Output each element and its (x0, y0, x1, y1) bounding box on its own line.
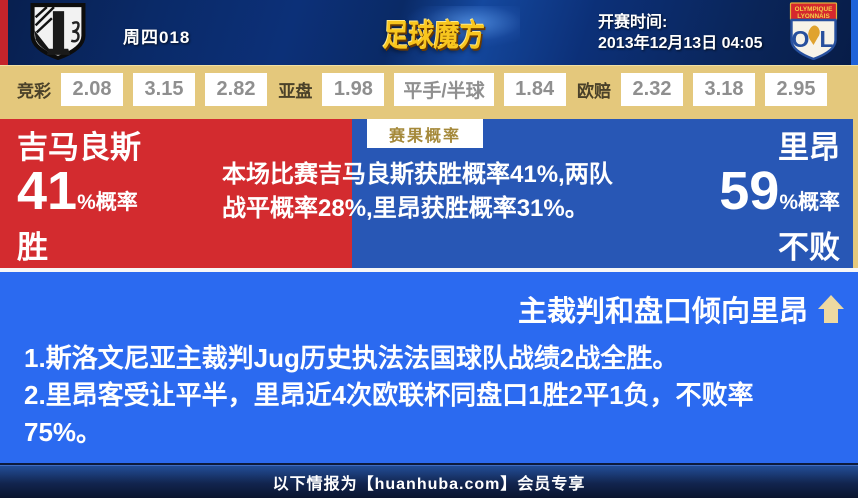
away-probability-block: 赛果概率 里昂 59%概率 不败 (352, 119, 853, 268)
away-crest-banner-line2: LYONNAIS (797, 13, 830, 20)
result-probability-badge: 赛果概率 (367, 119, 483, 148)
kickoff-label: 开赛时间: (598, 14, 668, 31)
analysis-points: 1.斯洛文尼亚主裁判Jug历史执法法国球队战绩2战全胜。 2.里昂客受让平半，里… (0, 330, 830, 451)
probability-summary: 本场比赛吉马良斯获胜概率41%,两队战平概率28%,里昂获胜概率31%。 (222, 161, 613, 222)
away-outcome: 不败 (778, 230, 840, 265)
away-team-crest-icon: OLYMPIQUE LYONNAIS O L (783, 2, 844, 65)
home-probability-block: 吉马良斯 41%概率 胜 (0, 119, 352, 268)
right-blue-accent (851, 0, 858, 65)
up-arrow-icon (818, 295, 844, 324)
home-team-name: 吉马良斯 (17, 130, 141, 165)
odds-value-draw: 3.15 (133, 72, 195, 106)
odds-value-home-win: 2.08 (61, 72, 123, 106)
lion-icon (808, 25, 820, 45)
odds-value-draw: 3.18 (693, 72, 755, 106)
odds-group-asian-handicap: 亚盘 1.98 平手/半球 1.84 (278, 72, 566, 106)
analysis-headline: 主裁判和盘口倾向里昂 (0, 272, 858, 330)
brand-logo-text: 足球魔方 (382, 17, 486, 53)
odds-label: 欧赔 (577, 81, 611, 101)
probability-section: 吉马良斯 41%概率 胜 赛果概率 里昂 59%概率 不败 本场比赛吉马良斯获胜… (0, 112, 858, 268)
away-stats: 里昂 59%概率 不败 (719, 130, 840, 265)
odds-handicap-line: 平手/半球 (394, 72, 494, 106)
odds-group-euro-odds: 欧赔 2.32 3.18 2.95 (577, 72, 827, 106)
home-outcome: 胜 (17, 230, 48, 265)
member-notice: 以下情报为【huanhuba.com】会员专享 (272, 475, 586, 493)
away-crest-letter-l: L (819, 26, 833, 52)
analysis-section: 主裁判和盘口倾向里昂 1.斯洛文尼亚主裁判Jug历史执法法国球队战绩2战全胜。 … (0, 272, 858, 463)
odds-value-home-win: 2.32 (621, 72, 683, 106)
home-percent-unit: %概率 (77, 191, 138, 214)
odds-label: 竞彩 (17, 81, 51, 101)
odds-value-away-water: 1.84 (503, 72, 566, 106)
away-probability-value: 59%概率 (719, 164, 840, 231)
home-team-crest-icon (27, 2, 89, 65)
section-divider (0, 268, 858, 272)
brand-logo: 足球魔方 (348, 6, 520, 58)
odds-bar: 竞彩 2.08 3.15 2.82 亚盘 1.98 平手/半球 1.84 欧赔 … (0, 65, 858, 112)
away-team-name: 里昂 (778, 130, 840, 165)
odds-label: 亚盘 (278, 81, 313, 101)
home-probability-value: 41%概率 (17, 164, 352, 231)
analysis-point-1: 1.斯洛文尼亚主裁判Jug历史执法法国球队战绩2战全胜。 (24, 343, 679, 373)
match-code: 周四018 (123, 28, 191, 47)
kickoff-time: 开赛时间: 2013年12月13日 04:05 (598, 12, 763, 54)
analysis-point-2: 2.里昂客受让平半，里昂近4次欧联杯同盘口1胜2平1负，不败率75%。 (24, 380, 754, 447)
odds-value-home-water: 1.98 (322, 72, 385, 106)
probability-blocks: 吉马良斯 41%概率 胜 赛果概率 里昂 59%概率 不败 (0, 119, 858, 268)
home-percent: 41 (17, 161, 78, 221)
odds-value-away-win: 2.95 (765, 72, 827, 106)
header: 周四018 足球魔方 开赛时间: 2013年12月13日 04:05 OLYMP… (0, 0, 858, 65)
away-crest-letter-o: O (792, 26, 810, 52)
away-crest-banner-line1: OLYMPIQUE (795, 6, 833, 13)
away-percent-unit: %概率 (779, 191, 840, 214)
away-percent: 59 (719, 161, 780, 221)
left-red-accent (0, 0, 8, 65)
analysis-headline-text: 主裁判和盘口倾向里昂 (517, 296, 808, 328)
footer-bar: 以下情报为【huanhuba.com】会员专享 (0, 463, 858, 498)
odds-group-sports-lottery: 竞彩 2.08 3.15 2.82 (17, 72, 267, 106)
kickoff-datetime: 2013年12月13日 04:05 (598, 35, 763, 52)
odds-value-away-win: 2.82 (205, 72, 267, 106)
